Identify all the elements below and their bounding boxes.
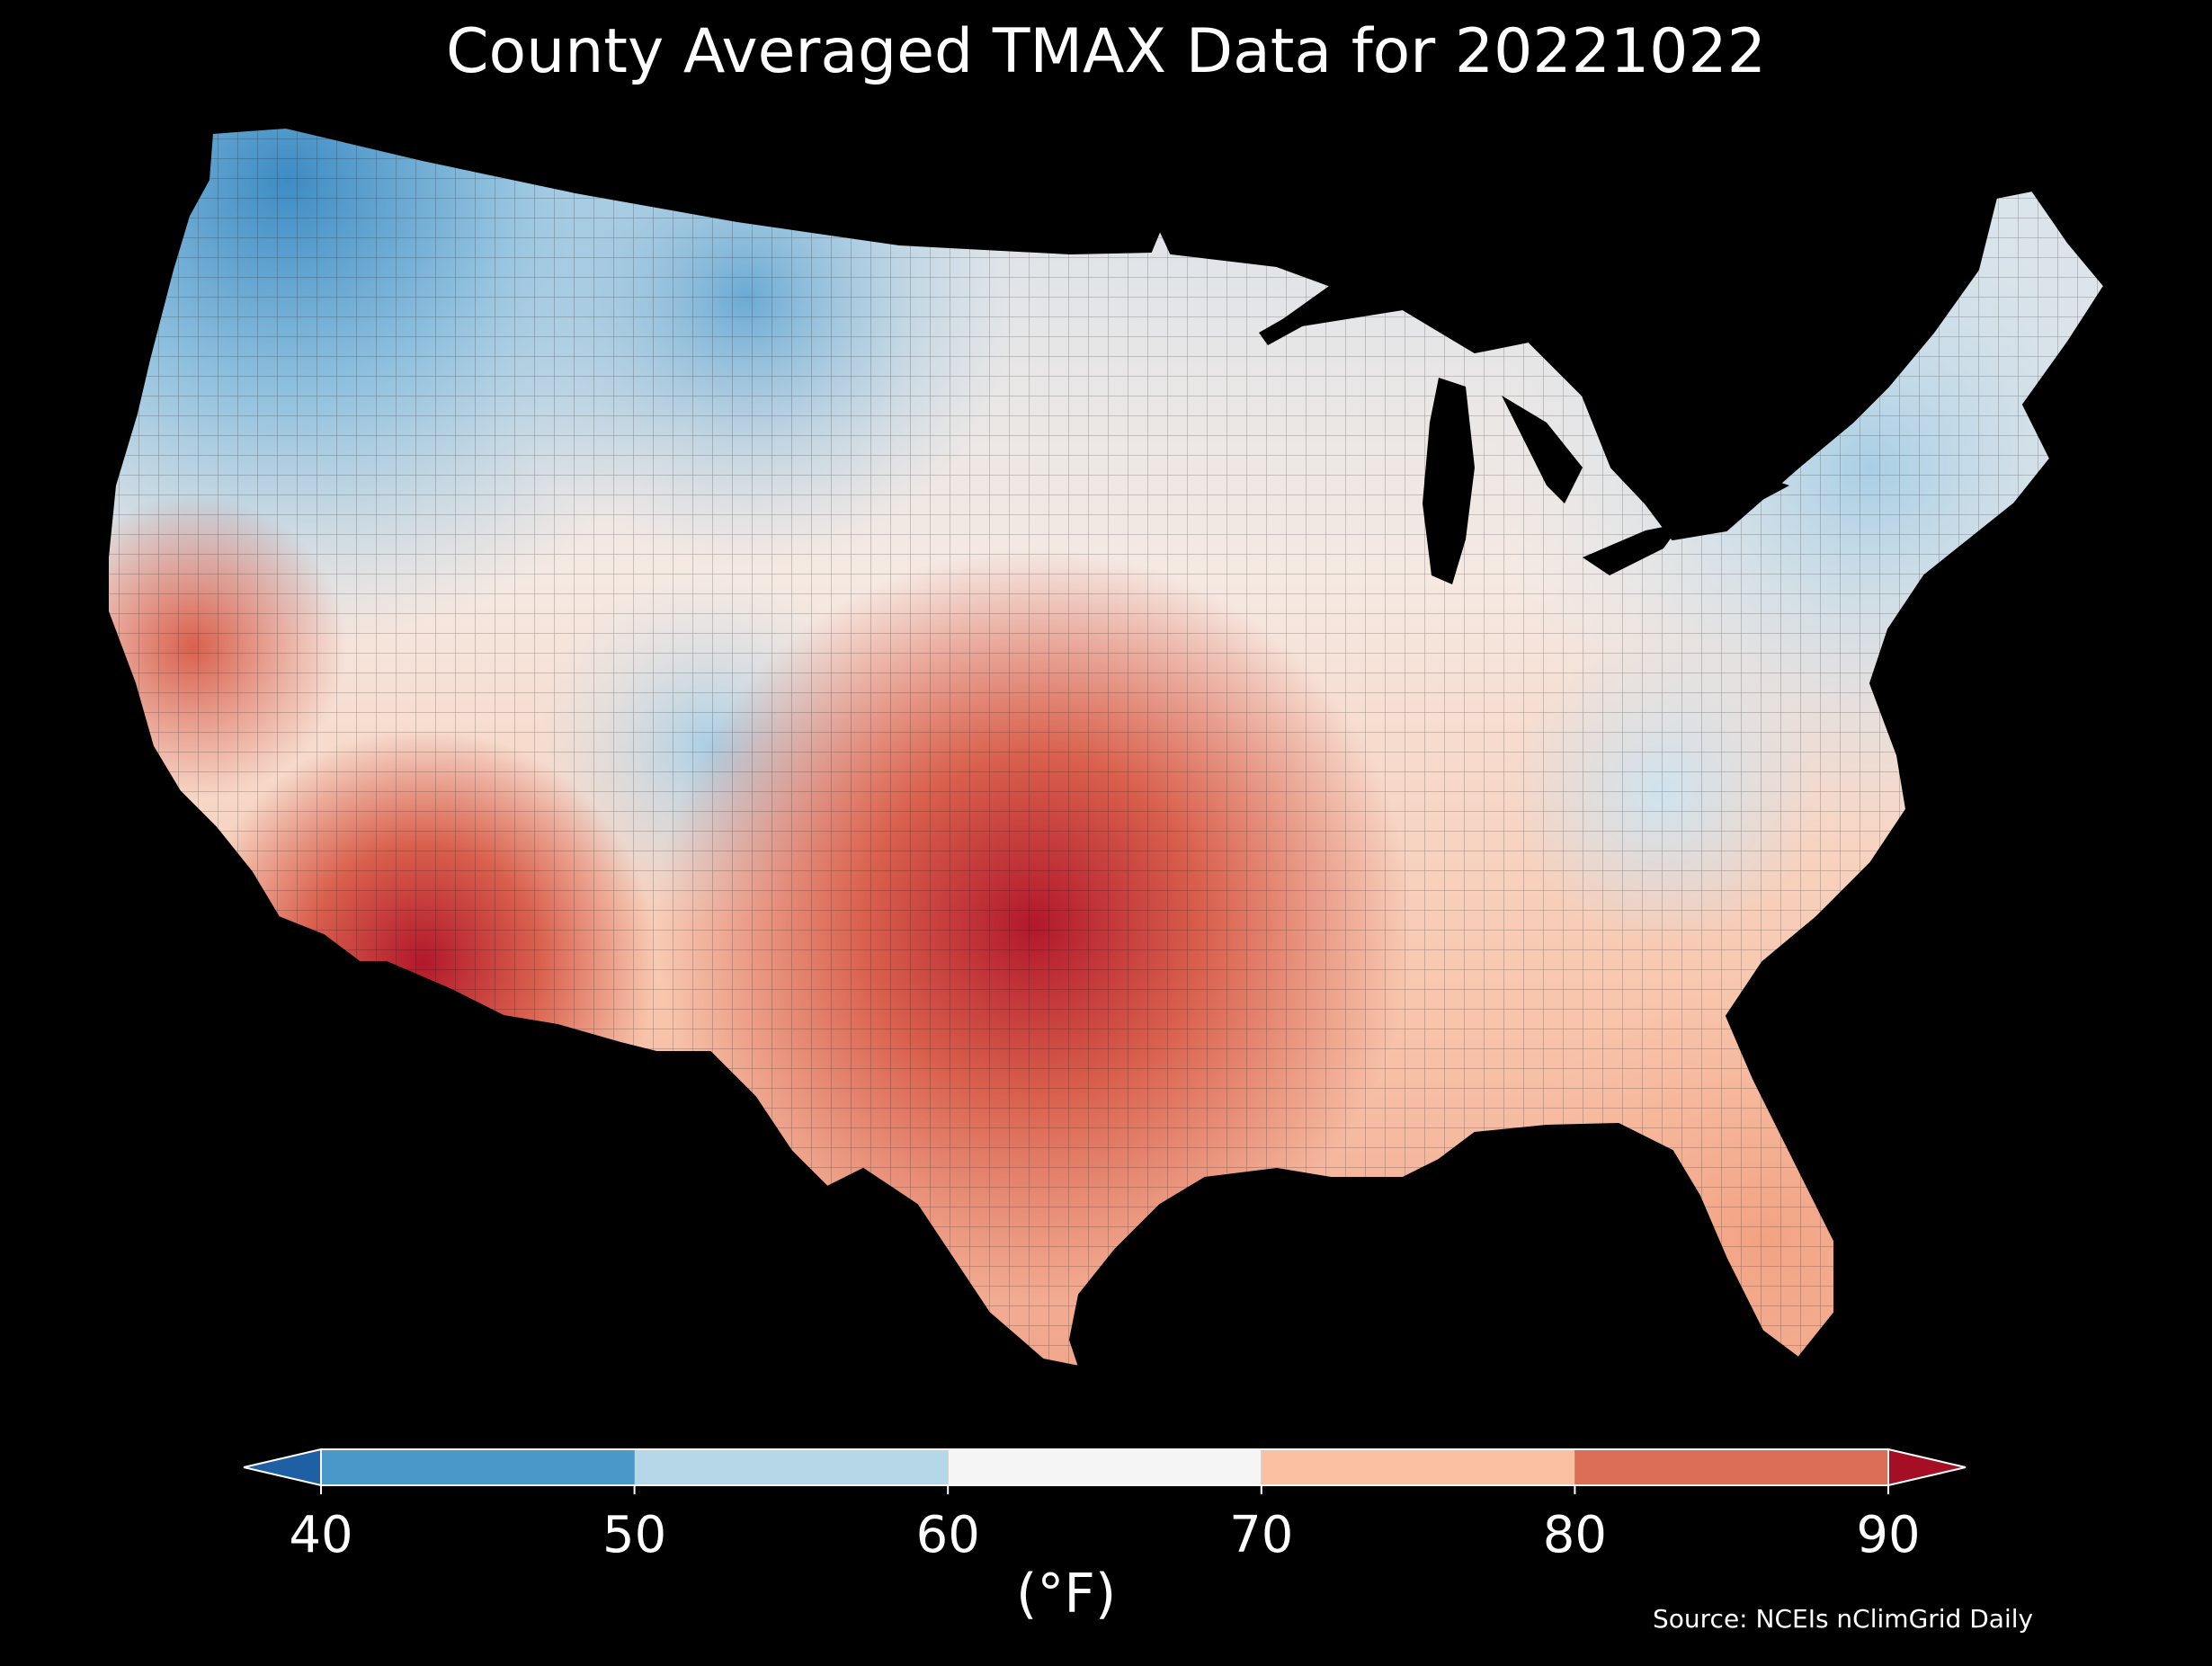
- colorbar-frame: [321, 1448, 1888, 1486]
- colorbar-bin-40-50: [321, 1449, 635, 1485]
- colorbar-tick-label: 70: [1229, 1506, 1293, 1564]
- lake-superior: [1259, 284, 1376, 345]
- colorbar-tick-label: 40: [289, 1506, 352, 1564]
- colorbar-bin-80-90: [1574, 1449, 1888, 1485]
- source-credit: Source: NCEIs nClimGrid Daily: [1653, 1604, 2034, 1634]
- colorbar-tick-label: 80: [1543, 1506, 1607, 1564]
- colorbar-unit-label: (°F): [1016, 1563, 1117, 1626]
- colorbar-under-arrow: [243, 1448, 322, 1487]
- colorbar-tick-label: 90: [1856, 1506, 1920, 1564]
- map-title: County Averaged TMAX Data for 20221022: [446, 16, 1766, 87]
- colorbar-bin-50-60: [634, 1449, 949, 1485]
- colorbar-tick-label: 50: [602, 1506, 666, 1564]
- lake-huron: [1502, 396, 1583, 503]
- colorbar-over-arrow: [1887, 1448, 1967, 1487]
- great-lakes: [1259, 284, 1789, 584]
- lake-erie: [1583, 523, 1681, 575]
- colorbar-bin-70-80: [1261, 1449, 1575, 1485]
- colorbar-tick-label: 60: [916, 1506, 980, 1564]
- colorbar-bin-60-70: [948, 1449, 1262, 1485]
- lake-michigan: [1423, 378, 1475, 584]
